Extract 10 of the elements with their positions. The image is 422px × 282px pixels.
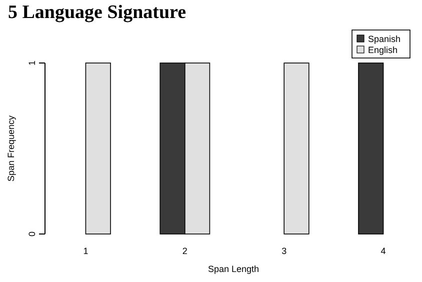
- legend-label: Spanish: [368, 34, 401, 44]
- x-tick-label: 2: [182, 246, 188, 256]
- x-tick-label: 4: [380, 246, 386, 256]
- legend-label: English: [368, 45, 398, 55]
- y-axis-title: Span Frequency: [6, 114, 16, 182]
- x-axis-title: Span Length: [208, 264, 260, 274]
- x-tick-label: 1: [83, 246, 88, 256]
- x-tick-label: 3: [282, 246, 287, 256]
- chart-title: 5 Language Signature: [8, 2, 186, 23]
- y-tick-label: 0: [27, 231, 37, 237]
